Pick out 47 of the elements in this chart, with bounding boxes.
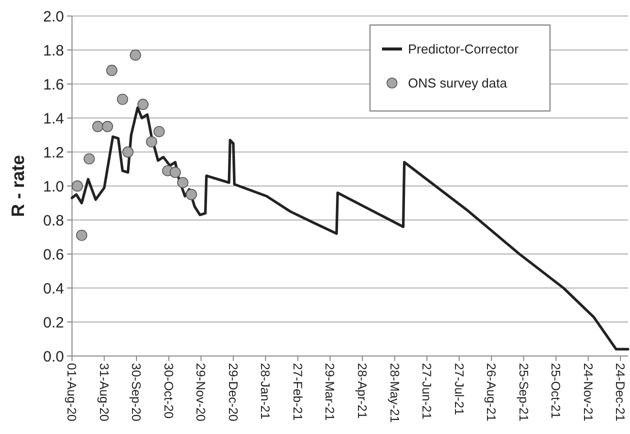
y-tick-label: 1.8 [43,42,64,60]
x-tick-label: 29-Mar-21 [322,363,337,421]
x-tick-label: 24-Dec-21 [613,363,628,422]
x-tick-label: 31-Aug-20 [96,363,111,422]
x-tick-label: 29-Nov-20 [194,363,208,422]
x-tick-label: 27-Feb-21 [290,363,304,421]
point [102,120,114,132]
y-tick-label: 1.2 [43,144,64,162]
y-tick-label: 0.6 [43,246,64,264]
x-tick-label: 28-Apr-21 [354,363,369,419]
legend-label: ONS survey data [408,76,508,91]
point [130,50,142,61]
point [186,188,197,200]
point [116,94,128,105]
y-tick-label: 1.6 [43,76,64,94]
x-tick-label: 30-Oct-20 [161,363,176,419]
legend-label: Predictor-Corrector [408,42,520,57]
point [146,136,158,148]
point [76,230,88,241]
y-tick-label: 0.0 [43,348,64,366]
x-tick-label: 25-Oct-21 [548,363,563,419]
x-tick-label: 24-Nov-21 [580,363,595,422]
y-tick-label: 0.2 [43,314,64,332]
y-tick-label: 1.0 [43,178,64,196]
x-tick-label: 27-Jul-21 [452,363,466,416]
point [92,120,104,132]
y-tick-label: 2.0 [43,8,64,26]
point [122,146,134,158]
point [154,126,165,138]
x-tick-label: 27-Jun-21 [420,363,434,420]
point [177,177,188,188]
point [84,153,95,164]
point [106,64,118,76]
x-tick-label: 30-Sep-20 [129,363,144,422]
point [72,180,83,192]
y-axis-title: R - rate [8,154,28,218]
point [170,166,181,178]
y-tick-label: 1.4 [43,110,64,128]
x-tick-label: 29-Dec-20 [226,363,240,422]
point [137,98,149,110]
x-tick-label: 25-Sep-21 [516,363,530,422]
x-tick-label: 28-Jan-21 [258,363,272,420]
x-tick-label: 01-Aug-20 [64,363,79,422]
y-tick-label: 0.4 [43,280,64,298]
x-tick-label: 28-May-21 [387,363,402,423]
x-tick-label: 26-Aug-21 [484,363,498,422]
y-tick-label: 0.8 [43,212,64,230]
